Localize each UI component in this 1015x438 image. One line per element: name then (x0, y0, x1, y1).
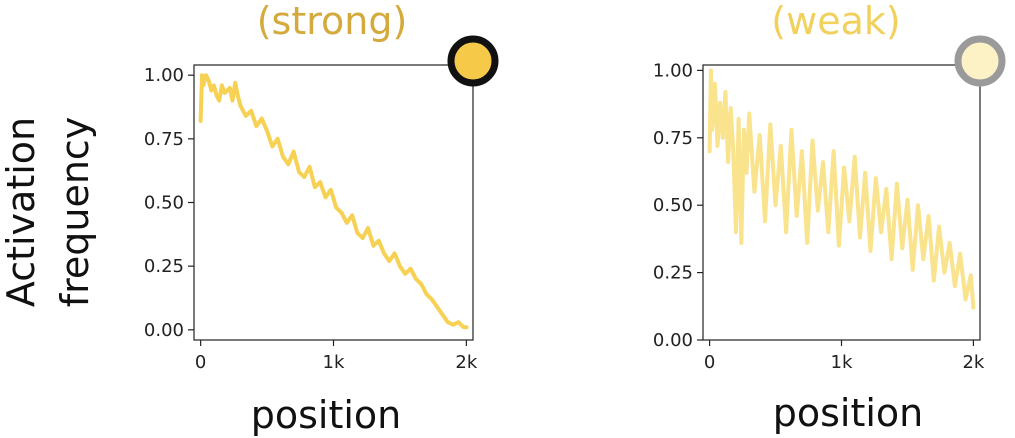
x-axis-weak: 0 1k 2k (704, 340, 985, 373)
x-tick-label: 1k (323, 352, 345, 373)
y-tick-label: 0.00 (653, 330, 693, 351)
y-tick-label: 1.00 (653, 60, 693, 81)
chart-title-weak: (weak) (771, 0, 900, 43)
x-tick-label: 0 (195, 352, 206, 373)
series-line (198, 73, 469, 330)
chart-title-strong: (strong) (257, 0, 408, 43)
x-tick-label: 0 (704, 352, 715, 373)
x-tick-label: 2k (962, 352, 984, 373)
plot-area-weak (702, 35, 1006, 341)
y-tick-label: 0.75 (144, 129, 184, 150)
x-axis-label-weak: position (773, 391, 924, 435)
x-axis-label-strong: position (251, 393, 402, 437)
plot-frame (702, 64, 981, 341)
y-tick-label: 0.50 (144, 193, 184, 214)
y-tick-label: 0.25 (653, 263, 693, 284)
x-tick-label: 2k (455, 352, 477, 373)
y-axis-strong: 0.00 0.25 0.50 0.75 1.00 (144, 65, 194, 341)
y-axis-label: Activation frequency (0, 117, 97, 308)
y-tick-label: 0.75 (653, 128, 693, 149)
y-tick-label: 1.00 (144, 65, 184, 86)
x-axis-strong: 0 1k 2k (195, 340, 478, 373)
indicator-dot-icon (954, 35, 1006, 87)
indicator-dot-icon (447, 35, 499, 87)
y-axis-label-line1: Activation (0, 117, 43, 307)
y-axis-label-line2: frequency (53, 117, 97, 308)
plot-frame (193, 64, 474, 341)
y-tick-label: 0.50 (653, 195, 693, 216)
y-axis-weak: 0.00 0.25 0.50 0.75 1.00 (653, 60, 703, 351)
x-tick-label: 1k (831, 352, 853, 373)
y-tick-label: 0.25 (144, 256, 184, 277)
y-tick-label: 0.00 (144, 320, 184, 341)
chart-strong: (strong) 0.00 0.25 0.50 0.75 1.00 0 1k 2k posi… (144, 0, 499, 437)
chart-weak: (weak) 0.00 0.25 0.50 0.75 1.00 0 1k 2k positi… (653, 0, 1006, 435)
plot-area-strong (193, 35, 499, 341)
series-line (707, 68, 976, 310)
